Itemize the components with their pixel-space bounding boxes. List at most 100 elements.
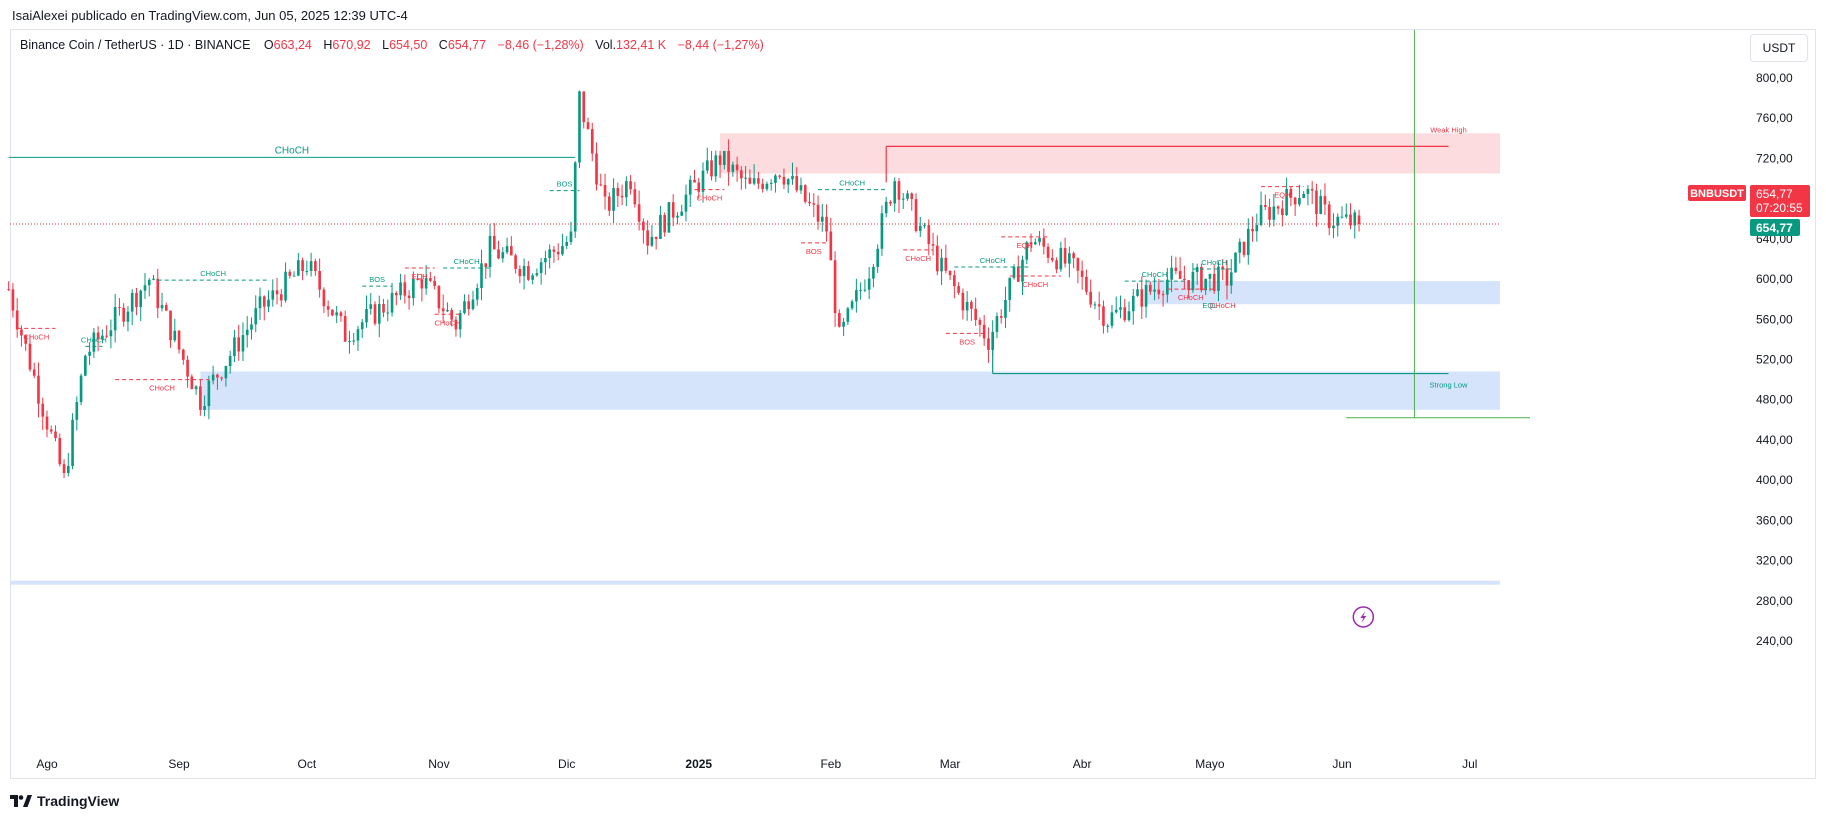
candle-body — [1183, 278, 1186, 281]
candle-body — [488, 235, 492, 268]
candle-body — [20, 329, 23, 336]
candle-body — [458, 313, 462, 330]
annotation-label: CHoCH — [1210, 301, 1236, 310]
candle-body — [978, 320, 982, 325]
candle-body — [1217, 266, 1220, 291]
candle-body — [782, 176, 786, 185]
candle-body — [901, 198, 905, 200]
candle-body — [1110, 312, 1114, 326]
candle-body — [66, 465, 70, 474]
candle-body — [505, 246, 509, 253]
candle-body — [228, 356, 232, 367]
candle-body — [79, 375, 83, 403]
structure-label: BOS — [806, 247, 822, 256]
lightning-icon-bolt — [1360, 610, 1367, 623]
x-tick-label: Oct — [298, 757, 317, 771]
candle-body — [1276, 206, 1280, 209]
candle-body — [471, 299, 475, 310]
structure-label: CHoCH — [1201, 258, 1227, 267]
x-tick-label: Mar — [940, 757, 961, 771]
candle-body — [173, 330, 177, 341]
candle-body — [565, 241, 569, 246]
candle-body — [454, 319, 458, 330]
candle-body — [1327, 204, 1331, 229]
x-tick-label: Dic — [558, 757, 575, 771]
candle-body — [267, 299, 270, 307]
candle-body — [1033, 242, 1037, 245]
structure-label: CHoCH — [275, 145, 309, 156]
structure-label: EQH — [1274, 191, 1290, 200]
candle-body — [412, 278, 415, 299]
candle-body — [224, 366, 228, 379]
candle-body — [339, 312, 343, 317]
candle-body — [71, 419, 74, 466]
candle-body — [28, 343, 32, 370]
candle-body — [816, 204, 820, 222]
candle-body — [1080, 270, 1084, 277]
candle-body — [1319, 196, 1323, 214]
open-value: 663,24 — [273, 38, 312, 52]
candle-body — [769, 182, 773, 184]
y-tick-label: 480,00 — [1756, 393, 1793, 407]
candle-body — [561, 245, 564, 255]
candle-body — [1225, 268, 1229, 286]
candle-body — [1127, 311, 1131, 321]
candle-body — [58, 438, 62, 465]
candle-body — [126, 311, 130, 322]
y-tick-label: 240,00 — [1756, 634, 1793, 648]
candle-body — [322, 289, 326, 307]
y-tick-label: 800,00 — [1756, 71, 1793, 85]
candle-body — [1340, 216, 1344, 218]
candle-body — [92, 332, 96, 352]
candle-body — [177, 330, 181, 350]
candle-body — [220, 377, 223, 379]
candle-body — [599, 184, 603, 186]
candle-body — [531, 275, 534, 280]
price-badge-secondary-bg — [1750, 219, 1800, 237]
candle-body — [927, 225, 931, 245]
candle-body — [292, 275, 296, 277]
candle-body — [786, 179, 790, 185]
x-tick-label: Ago — [36, 757, 58, 771]
candle-body — [1016, 266, 1020, 282]
candle-body — [1085, 276, 1088, 292]
candle-body — [139, 290, 143, 308]
candle-body — [356, 329, 360, 341]
candle-body — [467, 301, 471, 310]
high-label: H — [323, 38, 333, 52]
candle-body — [1285, 188, 1288, 216]
symbol-name[interactable]: Binance Coin / TetherUS · 1D · BINANCE — [20, 38, 251, 52]
demand-zone — [10, 580, 1500, 585]
candle-body — [1174, 267, 1178, 272]
candle-body — [1246, 228, 1250, 255]
candle-body — [1264, 205, 1267, 207]
symbol-legend: Binance Coin / TetherUS · 1D · BINANCE O… — [20, 38, 772, 52]
structure-label: CHoCH — [200, 269, 226, 278]
candle-body — [96, 332, 100, 340]
candle-body — [820, 216, 824, 222]
currency-button[interactable]: USDT — [1750, 34, 1808, 62]
candle-body — [1038, 237, 1041, 243]
candle-body — [1166, 279, 1169, 295]
candle-body — [884, 201, 888, 214]
candle-body — [987, 338, 990, 350]
candle-body — [714, 155, 718, 177]
candle-body — [935, 245, 939, 272]
swing-label: Strong Low — [1430, 381, 1469, 390]
candle-body — [245, 329, 249, 336]
candle-body — [603, 185, 607, 197]
candle-body — [1289, 188, 1293, 198]
candle-body — [1272, 206, 1276, 220]
candle-body — [590, 129, 594, 154]
low-value: 654,50 — [389, 38, 428, 52]
footer-brand[interactable]: TradingView — [10, 793, 119, 809]
candle-body — [833, 260, 837, 314]
price-badge-value: 654,77 — [1756, 187, 1793, 201]
candle-body — [373, 304, 377, 324]
candle-body — [1170, 267, 1173, 280]
candle-body — [122, 307, 125, 322]
candle-body — [544, 257, 547, 263]
candle-body — [727, 150, 730, 172]
